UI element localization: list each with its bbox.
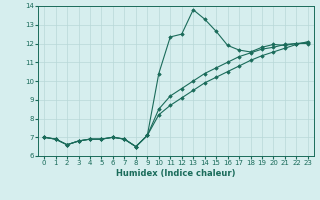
X-axis label: Humidex (Indice chaleur): Humidex (Indice chaleur) — [116, 169, 236, 178]
